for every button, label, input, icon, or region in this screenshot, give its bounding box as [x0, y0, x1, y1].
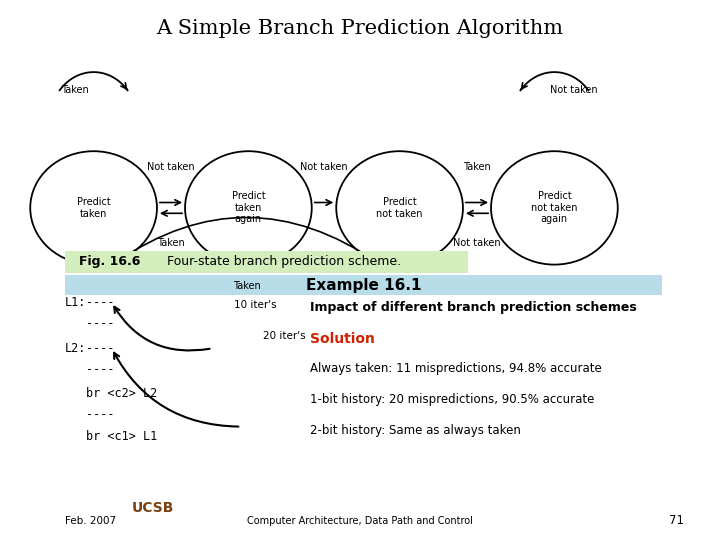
- Text: Taken: Taken: [233, 281, 261, 291]
- Text: ----: ----: [86, 296, 115, 309]
- Text: Feb. 2007: Feb. 2007: [65, 516, 116, 526]
- Text: Four-state branch prediction scheme.: Four-state branch prediction scheme.: [151, 255, 401, 268]
- Text: Taken: Taken: [463, 163, 491, 172]
- Text: 10 iter's: 10 iter's: [234, 300, 277, 310]
- Text: Computer Architecture, Data Path and Control: Computer Architecture, Data Path and Con…: [247, 516, 473, 526]
- Text: Predict
taken
again: Predict taken again: [232, 191, 265, 225]
- Text: 20 iter's: 20 iter's: [263, 331, 306, 341]
- Text: 2-bit history: Same as always taken: 2-bit history: Same as always taken: [310, 424, 521, 437]
- Text: ----: ----: [86, 408, 115, 421]
- Text: UCSB: UCSB: [132, 501, 174, 515]
- Text: Not taken: Not taken: [549, 85, 597, 94]
- Text: ----: ----: [86, 363, 115, 376]
- Ellipse shape: [30, 151, 157, 265]
- Ellipse shape: [185, 151, 312, 265]
- Text: Not taken: Not taken: [453, 238, 501, 248]
- Text: Taken: Taken: [60, 85, 89, 94]
- Text: 71: 71: [669, 514, 684, 526]
- Text: 1-bit history: 20 mispredictions, 90.5% accurate: 1-bit history: 20 mispredictions, 90.5% …: [310, 393, 594, 406]
- Text: A Simple Branch Prediction Algorithm: A Simple Branch Prediction Algorithm: [156, 19, 564, 38]
- Text: Fig. 16.6: Fig. 16.6: [79, 255, 140, 268]
- Text: L2:: L2:: [65, 342, 86, 355]
- Ellipse shape: [491, 151, 618, 265]
- Text: Predict
taken: Predict taken: [77, 197, 110, 219]
- Text: Example 16.1: Example 16.1: [306, 278, 421, 293]
- Text: Not taken: Not taken: [300, 163, 348, 172]
- Text: Impact of different branch prediction schemes: Impact of different branch prediction sc…: [310, 301, 636, 314]
- Text: Solution: Solution: [310, 332, 374, 346]
- Text: Predict
not taken
again: Predict not taken again: [531, 191, 577, 225]
- FancyBboxPatch shape: [65, 275, 662, 295]
- Text: br <c1> L1: br <c1> L1: [86, 430, 158, 443]
- Ellipse shape: [336, 151, 463, 265]
- Text: br <c2> L2: br <c2> L2: [86, 387, 158, 400]
- FancyBboxPatch shape: [65, 251, 468, 273]
- Text: ----: ----: [86, 342, 115, 355]
- Text: L1:: L1:: [65, 296, 86, 309]
- Text: ----: ----: [86, 318, 115, 330]
- Text: Always taken: 11 mispredictions, 94.8% accurate: Always taken: 11 mispredictions, 94.8% a…: [310, 362, 601, 375]
- Text: Taken: Taken: [157, 238, 185, 248]
- Text: Predict
not taken: Predict not taken: [377, 197, 423, 219]
- Text: Not taken: Not taken: [147, 163, 195, 172]
